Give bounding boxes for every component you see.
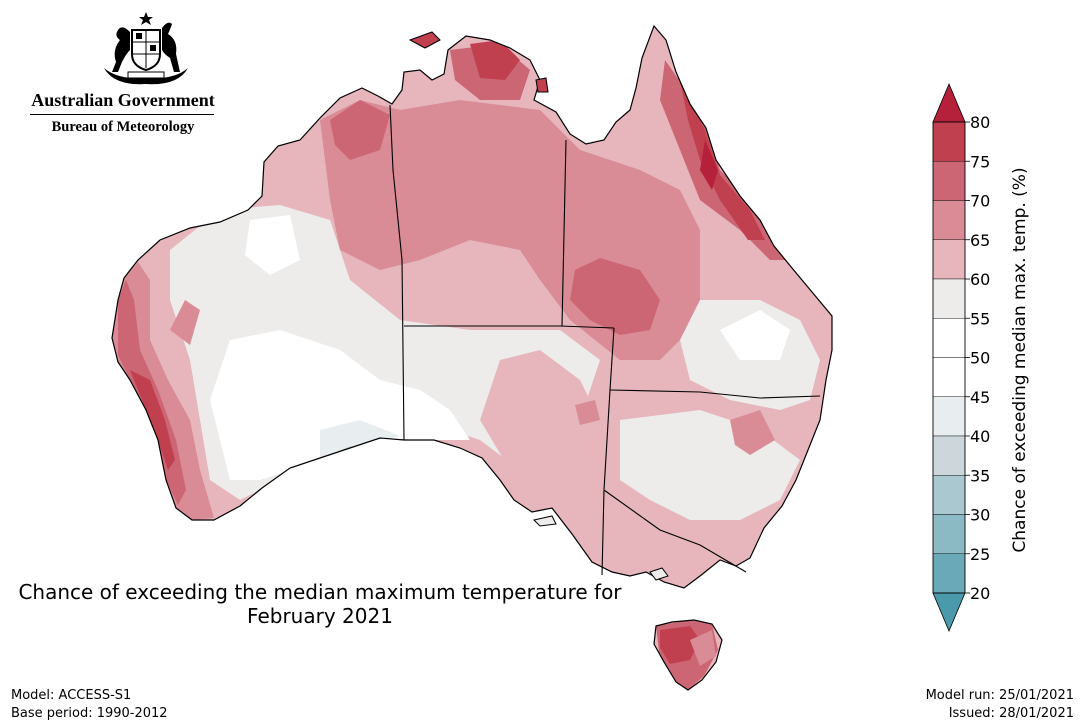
colorbar-tick-label: 30: [970, 506, 990, 525]
colorbar-bin: [932, 200, 966, 240]
colorbar-tick-label: 45: [970, 388, 990, 407]
colorbar-bin: [932, 318, 966, 358]
island: [649, 567, 669, 581]
bom-logo: Australian Government Bureau of Meteorol…: [28, 10, 218, 140]
colorbar-label: Chance of exceeding median max. temp. (%…: [1010, 167, 1030, 553]
colorbar-bin: [932, 396, 966, 437]
colorbar-bin: [932, 239, 966, 280]
colorbar-bin: [932, 121, 966, 162]
colorbar-tick-label: 80: [970, 113, 990, 132]
map-title-line2: February 2021: [247, 604, 393, 628]
colorbar-tick-label: 35: [970, 466, 990, 485]
colorbar-bin: [932, 514, 966, 554]
colorbar-bin: [932, 435, 966, 476]
colorbar-tick-label: 20: [970, 584, 990, 603]
colorbar-tick-label: 65: [970, 231, 990, 250]
colorbar-bin: [932, 357, 966, 397]
issued-date: Issued: 28/01/2021: [948, 706, 1074, 721]
state-borders: [389, 104, 821, 576]
colorbar-tick-label: 25: [970, 545, 990, 564]
run-info: Model run: 25/01/2021 Issued: 28/01/2021: [926, 687, 1074, 723]
island: [533, 515, 557, 527]
map-title: Chance of exceeding the median maximum t…: [0, 580, 640, 628]
colorbar-bin: [932, 278, 966, 319]
australia-map: [111, 25, 833, 691]
tasmania-coastline: [653, 619, 723, 691]
government-name: Australian Government: [31, 90, 215, 110]
colorbar-tick-label: 60: [970, 270, 990, 289]
colorbar-bin: [932, 161, 966, 201]
colorbar-bin: [932, 553, 966, 594]
island: [535, 77, 549, 93]
colorbar-over-arrow: [932, 82, 966, 123]
bureau-name: Bureau of Meteorology: [51, 119, 195, 135]
model-info: Model: ACCESS-S1 Base period: 1990-2012: [11, 687, 168, 723]
island: [408, 31, 441, 49]
model-run-date: Model run: 25/01/2021: [925, 688, 1074, 703]
coat-of-arms-icon: [104, 12, 188, 85]
colorbar-tick-label: 70: [970, 192, 990, 211]
colorbar-under-arrow: [932, 592, 966, 633]
colorbar-legend: 80 75 70 65 60 55 50 45 40 35 30 25 20: [932, 82, 990, 633]
colorbar-tick-label: 55: [970, 309, 990, 328]
map-title-line1: Chance of exceeding the median maximum t…: [18, 580, 622, 604]
colorbar-bin: [932, 475, 966, 515]
logo-divider: [30, 114, 214, 115]
model-name: Model: ACCESS-S1: [11, 688, 132, 703]
colorbar-tick-label: 40: [970, 427, 990, 446]
base-period: Base period: 1990-2012: [11, 706, 168, 721]
colorbar-tick-label: 75: [970, 152, 990, 171]
colorbar-tick-label: 50: [970, 349, 990, 368]
